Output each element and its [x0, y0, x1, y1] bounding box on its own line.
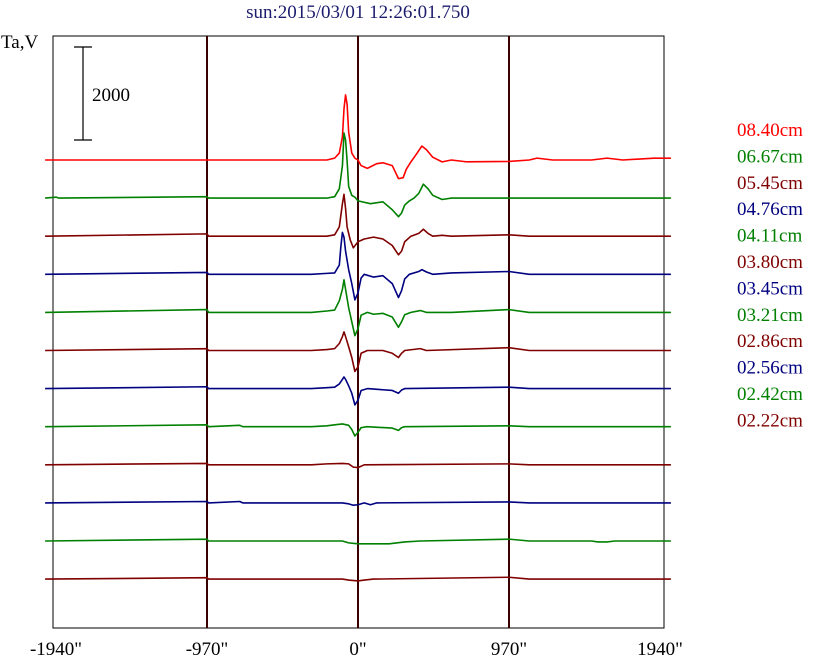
x-tick-label: 0" [349, 639, 366, 660]
legend-entry: 03.21cm [737, 305, 803, 326]
legend-entry: 02.56cm [737, 358, 803, 379]
scale-bar: 2000 [74, 46, 130, 141]
series-line [45, 576, 671, 582]
legend-entry: 02.22cm [737, 410, 803, 431]
series-line [45, 279, 671, 337]
x-tick-labels: -1940" -970" 0" 970" 1940" [30, 639, 683, 660]
series-line [45, 500, 671, 507]
chart-title: sun:2015/03/01 12:26:01.750 [246, 2, 470, 23]
x-tick-label: 970" [491, 639, 527, 660]
legend-entry: 02.42cm [737, 384, 803, 405]
legend-entry: 03.45cm [737, 278, 803, 299]
series-line [45, 538, 671, 545]
legend-entry: 02.86cm [737, 331, 803, 352]
traces [45, 94, 671, 582]
legend-entry: 06.67cm [737, 146, 803, 167]
legend: 08.40cm 06.67cm 05.45cm 04.76cm 04.11cm 03.80… [737, 120, 803, 431]
series-line [45, 331, 671, 373]
y-axis-label: Ta,V [1, 32, 38, 53]
series-line [45, 231, 671, 301]
series-line [45, 462, 671, 469]
legend-entry: 04.11cm [737, 226, 802, 247]
scale-bar-label: 2000 [92, 85, 130, 106]
series-line [45, 423, 671, 437]
gridlines [206, 36, 510, 628]
legend-entry: 05.45cm [737, 173, 803, 194]
x-tick-label: -1940" [30, 639, 82, 660]
series-line [45, 193, 671, 256]
legend-entry: 03.80cm [737, 252, 803, 273]
series-line [45, 132, 671, 218]
x-tick-label: -970" [186, 639, 229, 660]
series-line [45, 376, 671, 406]
legend-entry: 04.76cm [737, 199, 803, 220]
x-tick-label: 1940" [637, 639, 683, 660]
legend-entry: 08.40cm [737, 120, 803, 141]
series-line [45, 94, 671, 180]
